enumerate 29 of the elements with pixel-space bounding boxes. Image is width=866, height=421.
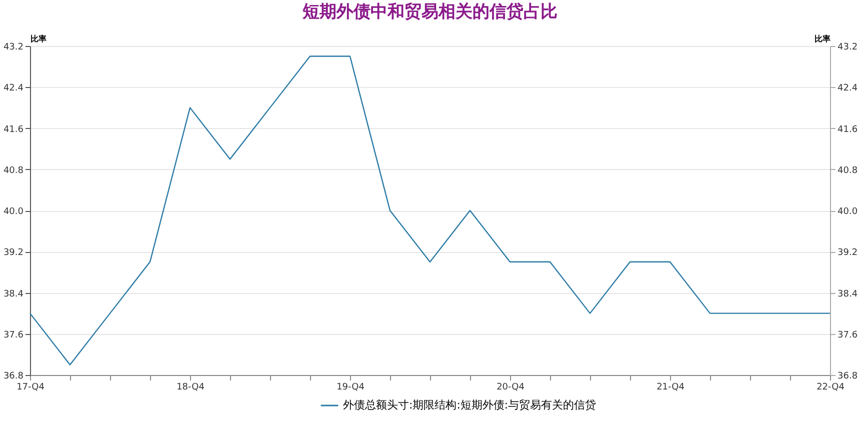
chart-title: 短期外债中和贸易相关的信贷占比	[302, 2, 558, 22]
y2-tick-label: 43.2	[838, 42, 858, 52]
line-series	[29, 56, 831, 366]
y-tick-label: 36.8	[3, 372, 24, 382]
y-axis-title: 比率	[30, 34, 46, 44]
x-tick-label: 22-Q4	[816, 382, 845, 392]
y-tick-label: 43.2	[3, 42, 24, 52]
y2-tick-label: 36.8	[838, 372, 858, 382]
x-tick-label: 17-Q4	[16, 382, 45, 392]
y2-tick-label: 40.8	[838, 166, 858, 176]
y2-tick-label: 41.6	[838, 124, 858, 135]
y2-tick-label: 42.4	[838, 84, 858, 94]
x-tick-label: 19-Q4	[336, 382, 365, 392]
y2-tick-label: 39.2	[838, 248, 858, 258]
x-tick-label: 21-Q4	[656, 382, 685, 392]
y-tick-label: 40.0	[3, 207, 24, 217]
y2-tick-label: 38.4	[838, 289, 858, 300]
y-tick-label: 42.4	[3, 84, 24, 94]
y-tick-label: 41.6	[3, 124, 24, 135]
y-tick-label: 37.6	[3, 330, 24, 340]
y-tick-label: 38.4	[3, 289, 24, 300]
y2-tick-label: 37.6	[838, 330, 858, 340]
y-tick-label: 39.2	[3, 248, 24, 258]
y-tick-label: 40.8	[3, 166, 24, 176]
x-tick-label: 18-Q4	[176, 382, 205, 392]
y2-tick-label: 40.0	[838, 207, 858, 217]
x-tick-label: 20-Q4	[496, 382, 525, 392]
y2-axis-title: 比率	[814, 34, 830, 44]
legend-label: 外债总额头寸:期限结构:短期外债:与贸易有关的信贷	[343, 398, 596, 412]
